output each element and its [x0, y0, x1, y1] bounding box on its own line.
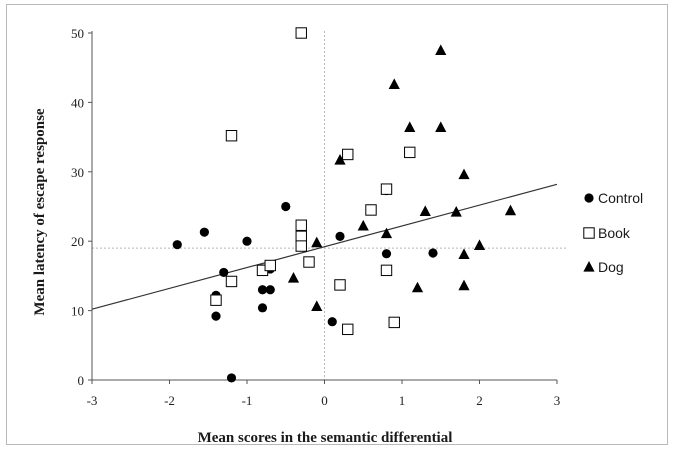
x-tick-label: -1 [242, 393, 253, 408]
legend: Control Book Dog [583, 190, 643, 275]
dog-point [411, 281, 424, 293]
x-tick-label: 2 [476, 393, 483, 408]
y-tick-label: 0 [78, 373, 85, 388]
y-axis-title: Mean latency of escape response [32, 108, 48, 316]
book-point [365, 204, 377, 216]
control-point [226, 373, 237, 383]
y-tick-label: 10 [71, 304, 84, 319]
dog-point [380, 227, 393, 239]
book-point [303, 256, 315, 268]
dog-point [435, 44, 447, 55]
dog-point [435, 121, 447, 132]
legend-book-label: Book [598, 225, 631, 241]
book-point [210, 294, 222, 306]
trendline-group [91, 183, 558, 310]
x-tick-label: 1 [399, 393, 406, 408]
control-point [172, 240, 182, 250]
book-point [295, 27, 307, 39]
trendline [91, 183, 558, 310]
legend-control-label: Control [598, 190, 643, 206]
reference-lines [92, 31, 568, 380]
dog-point [311, 236, 323, 248]
dog-point [504, 204, 517, 216]
control-point [257, 303, 268, 313]
book-point [342, 323, 354, 336]
legend-dog-label: Dog [598, 259, 624, 275]
book-point [264, 259, 276, 272]
control-point [219, 267, 229, 278]
legend-control-marker [584, 193, 594, 203]
legend-book-marker [583, 227, 595, 239]
dog-point [458, 279, 470, 291]
dog-point [450, 206, 462, 217]
control-point [281, 201, 291, 212]
dog-point [388, 78, 400, 89]
y-tick-label: 50 [71, 26, 84, 41]
y-tick-label: 20 [71, 234, 84, 249]
dog-point [473, 239, 486, 250]
control-point [242, 236, 252, 246]
x-tick-label: -2 [164, 393, 175, 408]
dog-point [458, 248, 470, 259]
control-point [335, 231, 345, 241]
x-axis-title: Mean scores in the semantic differential [198, 430, 453, 446]
x-tick-label: 3 [554, 393, 561, 408]
book-point [225, 130, 238, 142]
legend-dog-marker [583, 261, 595, 272]
book-point [334, 279, 346, 291]
data-points [172, 27, 517, 383]
book-point [388, 316, 400, 329]
book-point [404, 146, 416, 159]
chart-frame [6, 4, 668, 445]
book-point [295, 240, 307, 252]
x-tick-label: -3 [87, 393, 98, 408]
control-point [199, 227, 209, 237]
dog-point [458, 168, 470, 180]
book-point [380, 183, 393, 195]
book-point [380, 264, 393, 277]
y-tick-label: 30 [71, 165, 84, 180]
control-point [327, 317, 337, 327]
control-point [257, 285, 268, 295]
book-point [225, 275, 238, 288]
dog-point [287, 271, 300, 283]
control-point [428, 248, 438, 258]
x-tick-label: 0 [321, 393, 328, 408]
control-point [211, 311, 221, 321]
y-tick-label: 40 [71, 95, 84, 110]
dog-point [311, 300, 323, 312]
control-point [381, 249, 392, 259]
dog-point [404, 121, 416, 132]
book-point [342, 148, 354, 161]
dog-point [357, 219, 369, 231]
dog-point [419, 205, 431, 216]
dog-point [334, 154, 346, 165]
book-point [295, 230, 307, 243]
book-point [295, 219, 307, 231]
control-point [265, 285, 275, 295]
